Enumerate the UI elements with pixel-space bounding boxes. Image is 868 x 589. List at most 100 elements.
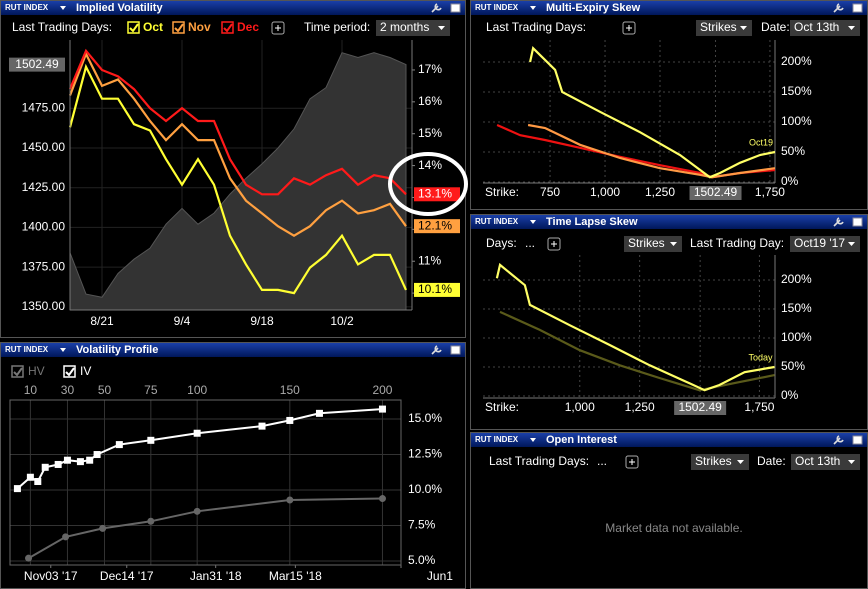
marker	[34, 478, 42, 486]
period-dropdown-text: 2 months	[380, 20, 429, 34]
marker	[378, 405, 386, 413]
y-tick-label: 0%	[781, 388, 799, 402]
settings-icon[interactable]	[833, 217, 844, 227]
maximize-button[interactable]	[852, 435, 863, 445]
panel-title: Open Interest	[546, 434, 617, 446]
days-label: Last Trading Days:	[489, 454, 589, 468]
x2-tick-label: Dec14 '17	[100, 569, 154, 583]
strikes-dropdown[interactable]	[691, 454, 749, 470]
date-dropdown[interactable]	[790, 20, 860, 36]
skew-line	[527, 123, 776, 179]
x-axis-label: Strike:	[485, 400, 519, 414]
strikes-dropdown[interactable]	[696, 20, 752, 36]
strikes-dropdown[interactable]	[624, 236, 682, 252]
day-dropdown-text: Oct19 '17	[794, 236, 845, 250]
marker	[25, 554, 33, 562]
settings-icon[interactable]	[431, 3, 442, 13]
maximize-button[interactable]	[450, 345, 461, 355]
symbol: RUT INDEX	[5, 3, 49, 12]
marker	[115, 441, 123, 449]
maximize-button[interactable]	[852, 3, 863, 13]
y-tick-label: 5.0%	[408, 553, 436, 567]
symbol: RUT INDEX	[475, 217, 519, 226]
x-tick-label: 10	[24, 383, 38, 397]
marker	[62, 533, 70, 541]
x-tick-label: 1502.49	[694, 185, 738, 199]
value-label-box	[414, 187, 460, 202]
value-label-box	[414, 219, 460, 234]
plus-icon	[626, 25, 632, 31]
symbol-dropdown[interactable]	[530, 438, 536, 442]
series-toggle[interactable]	[63, 365, 76, 378]
days-label: Days:	[486, 236, 517, 250]
marker	[63, 456, 71, 464]
dropdown-arrow	[740, 26, 747, 30]
settings-icon[interactable]	[833, 3, 844, 13]
y-tick-label: 150%	[781, 84, 812, 98]
y2-tick-label: 15%	[418, 126, 442, 140]
day-dropdown[interactable]	[790, 236, 860, 252]
series-toggle[interactable]	[172, 21, 185, 34]
y-tick-label: 10.0%	[408, 482, 442, 496]
iv-line	[68, 51, 407, 237]
iv-line	[68, 48, 407, 196]
skew-line	[529, 46, 776, 179]
marker	[286, 496, 294, 504]
value-label: 13.1%	[418, 186, 452, 200]
symbol-dropdown[interactable]	[60, 348, 66, 352]
y-tick-label: 200%	[781, 272, 812, 286]
y-tick-label: 50%	[781, 144, 805, 158]
symbol-dropdown[interactable]	[530, 220, 536, 224]
x-tick-label: 200	[372, 383, 392, 397]
marker	[41, 463, 49, 471]
series-toggle[interactable]	[221, 21, 234, 34]
highlight-circle	[388, 152, 468, 216]
series-toggle[interactable]	[127, 21, 140, 34]
x-tick-label: 1,750	[744, 400, 774, 414]
y-tick-label: 1450.00	[22, 140, 66, 154]
y-tick-label: 1375.00	[22, 259, 66, 273]
x2-tick-label: Jun1	[427, 569, 453, 583]
y-tick-label: 1425.00	[22, 180, 66, 194]
settings-icon[interactable]	[833, 435, 844, 445]
value-label: 10.1%	[418, 282, 452, 296]
iv-line	[68, 63, 408, 295]
maximize-button[interactable]	[852, 217, 863, 227]
dropdown-arrow	[848, 242, 855, 246]
y2-tick-label: 16%	[418, 94, 442, 108]
symbol-dropdown[interactable]	[60, 6, 66, 10]
symbol: RUT INDEX	[475, 3, 519, 12]
y-tick-label: 100%	[781, 114, 812, 128]
days-label: Last Trading Days:	[486, 20, 586, 34]
period-label: Time period:	[304, 20, 370, 34]
series-label: Oct19	[749, 137, 773, 147]
price-area	[69, 52, 407, 311]
date-dropdown[interactable]	[791, 454, 860, 470]
x-tick-label: 50	[98, 383, 112, 397]
marker	[54, 460, 62, 468]
symbol-dropdown[interactable]	[530, 6, 536, 10]
settings-icon[interactable]	[431, 345, 442, 355]
value-label-box	[9, 57, 65, 72]
period-dropdown[interactable]	[376, 20, 450, 36]
marker	[26, 473, 34, 481]
series-toggle[interactable]	[11, 365, 24, 378]
day-label: Last Trading Day:	[690, 236, 784, 250]
dropdown-arrow	[670, 242, 677, 246]
check-mark	[65, 367, 75, 377]
x-tick-label: 1,000	[565, 400, 595, 414]
y-tick-label: 7.5%	[408, 518, 436, 532]
panel-title: Volatility Profile	[76, 344, 158, 356]
current-price-box	[689, 186, 742, 200]
value-label-box	[414, 282, 460, 297]
maximize-button[interactable]	[450, 3, 461, 13]
x-tick-label: 750	[540, 185, 560, 199]
plot-frame	[9, 399, 402, 566]
y2-tick-label: 11%	[418, 253, 441, 267]
title-bar	[471, 215, 867, 229]
marker	[147, 517, 155, 525]
days-value: ...	[525, 236, 535, 250]
y-tick-label: 100%	[781, 330, 812, 344]
days-label: Last Trading Days:	[12, 20, 112, 34]
panel-title: Multi-Expiry Skew	[546, 2, 641, 14]
